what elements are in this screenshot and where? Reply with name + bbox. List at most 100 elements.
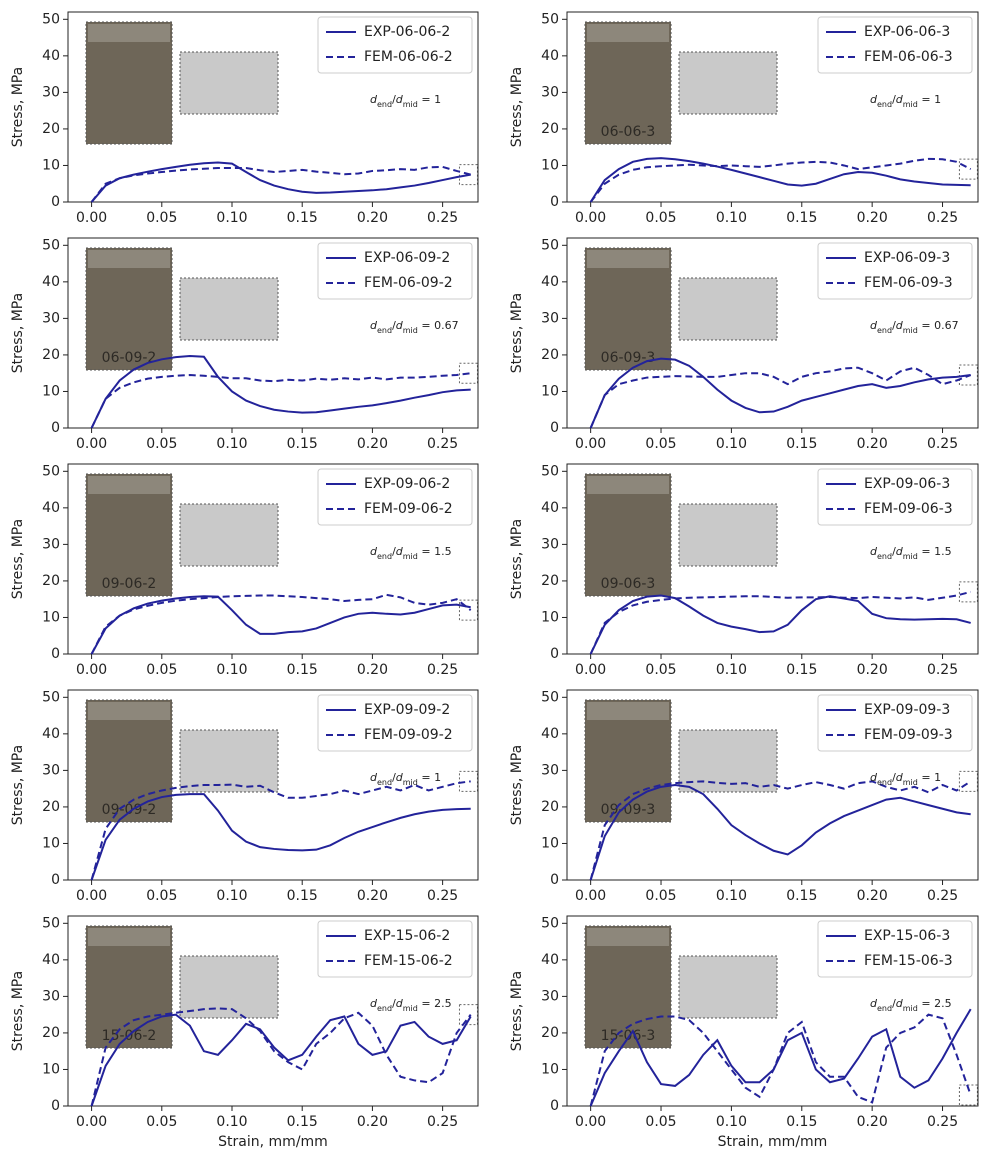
y-tick-label: 50	[42, 915, 60, 931]
y-tick-label: 40	[541, 500, 559, 516]
ratio-annotation: dend/dmid = 1	[370, 93, 441, 109]
x-tick-label: 0.00	[76, 210, 107, 226]
y-tick-label: 30	[42, 310, 60, 326]
y-axis-label: Stress, MPa	[509, 293, 525, 373]
photo-platen	[587, 702, 669, 720]
x-tick-label: 0.10	[716, 210, 747, 226]
annotation-part: = 1	[418, 771, 441, 784]
subplot: 09-06-3010203040500.000.050.100.150.200.…	[509, 463, 978, 678]
y-tick-label: 20	[541, 121, 559, 137]
data-line	[92, 373, 471, 428]
subplot: 09-09-3010203040500.000.050.100.150.200.…	[509, 689, 978, 904]
annotation-part: mid	[403, 100, 418, 109]
y-axis-label: Stress, MPa	[509, 519, 525, 599]
y-tick-label: 10	[42, 1061, 60, 1077]
x-tick-label: 0.20	[357, 1114, 388, 1130]
x-tick-label: 0.20	[357, 662, 388, 678]
y-axis-label: Stress, MPa	[509, 67, 525, 147]
legend-label: EXP-15-06-2	[364, 928, 450, 944]
x-tick-label: 0.15	[786, 662, 817, 678]
y-tick-label: 30	[42, 536, 60, 552]
y-tick-label: 10	[541, 157, 559, 173]
annotation-part: end	[377, 778, 392, 787]
y-tick-label: 40	[42, 48, 60, 64]
legend: EXP-09-09-3FEM-09-09-3	[818, 695, 972, 751]
legend: EXP-09-06-2FEM-09-06-2	[318, 469, 472, 525]
x-tick-label: 0.00	[76, 888, 107, 904]
end-marker-box	[959, 159, 977, 179]
y-tick-label: 0	[550, 420, 559, 436]
y-tick-label: 10	[42, 609, 60, 625]
legend-label: FEM-06-09-3	[864, 275, 953, 291]
annotation-part: mid	[403, 552, 418, 561]
y-axis-label: Stress, MPa	[509, 971, 525, 1051]
y-tick-label: 0	[550, 872, 559, 888]
x-tick-label: 0.00	[575, 662, 606, 678]
annotation-part: end	[877, 552, 892, 561]
legend: EXP-15-06-3FEM-15-06-3	[818, 921, 972, 977]
legend-label: FEM-15-06-2	[364, 953, 453, 969]
annotation-part: end	[377, 326, 392, 335]
annotation-part: end	[877, 1004, 892, 1013]
ratio-annotation: dend/dmid = 1	[870, 93, 941, 109]
y-tick-label: 30	[541, 762, 559, 778]
x-tick-label: 0.25	[427, 888, 458, 904]
photo-platen	[587, 476, 669, 494]
y-tick-label: 40	[541, 952, 559, 968]
x-tick-label: 0.20	[857, 436, 888, 452]
x-tick-label: 0.20	[357, 210, 388, 226]
annotation-part: mid	[403, 326, 418, 335]
y-tick-label: 50	[541, 11, 559, 27]
annotation-part: end	[877, 326, 892, 335]
x-tick-label: 0.20	[857, 888, 888, 904]
y-tick-label: 50	[42, 11, 60, 27]
legend-label: FEM-06-09-2	[364, 275, 453, 291]
y-tick-label: 10	[541, 835, 559, 851]
x-tick-label: 0.00	[76, 436, 107, 452]
x-axis-label: Strain, mm/mm	[718, 1134, 828, 1150]
legend: EXP-06-09-3 FEM-06-09-3	[818, 243, 972, 299]
legend: EXP-06-06-3FEM-06-06-3	[818, 17, 972, 73]
x-tick-label: 0.10	[216, 1114, 247, 1130]
legend-label: FEM-09-09-2	[364, 727, 453, 743]
legend-label: EXP-09-09-3	[864, 702, 950, 718]
x-tick-label: 0.20	[357, 436, 388, 452]
subplot: 09-09-2010203040500.000.050.100.150.200.…	[10, 689, 478, 904]
fem-model	[679, 278, 777, 340]
fem-model	[679, 504, 777, 566]
y-tick-label: 40	[42, 274, 60, 290]
y-tick-label: 30	[42, 84, 60, 100]
ratio-annotation: dend/dmid = 2.5	[370, 997, 452, 1013]
subplot: 15-06-2010203040500.000.050.100.150.200.…	[10, 915, 478, 1150]
y-tick-label: 40	[42, 726, 60, 742]
photo-platen	[88, 24, 170, 42]
subplot: 06-06-3010203040500.000.050.100.150.200.…	[509, 11, 978, 226]
fem-model	[679, 52, 777, 114]
legend: EXP-06-06-2FEM-06-06-2	[318, 17, 472, 73]
annotation-part: mid	[903, 552, 918, 561]
x-tick-label: 0.10	[216, 436, 247, 452]
y-tick-label: 10	[541, 383, 559, 399]
y-tick-label: 40	[541, 48, 559, 64]
x-tick-label: 0.10	[716, 662, 747, 678]
legend: EXP-06-09-2FEM-06-09-2	[318, 243, 472, 299]
x-tick-label: 0.25	[927, 210, 958, 226]
end-marker-box	[959, 582, 977, 602]
annotation-part: = 1.5	[918, 545, 952, 558]
annotation-part: mid	[903, 1004, 918, 1013]
y-tick-label: 50	[541, 689, 559, 705]
y-tick-label: 40	[541, 726, 559, 742]
x-tick-label: 0.10	[216, 888, 247, 904]
annotation-part: mid	[903, 100, 918, 109]
x-tick-label: 0.05	[645, 1114, 676, 1130]
y-tick-label: 0	[550, 646, 559, 662]
annotation-part: = 1	[918, 771, 941, 784]
x-tick-label: 0.20	[857, 210, 888, 226]
y-tick-label: 20	[541, 347, 559, 363]
x-tick-label: 0.00	[575, 210, 606, 226]
y-axis-label: Stress, MPa	[10, 67, 26, 147]
x-tick-label: 0.05	[146, 1114, 177, 1130]
legend-label: EXP-06-09-3	[864, 250, 950, 266]
y-tick-label: 10	[541, 1061, 559, 1077]
y-tick-label: 10	[42, 835, 60, 851]
